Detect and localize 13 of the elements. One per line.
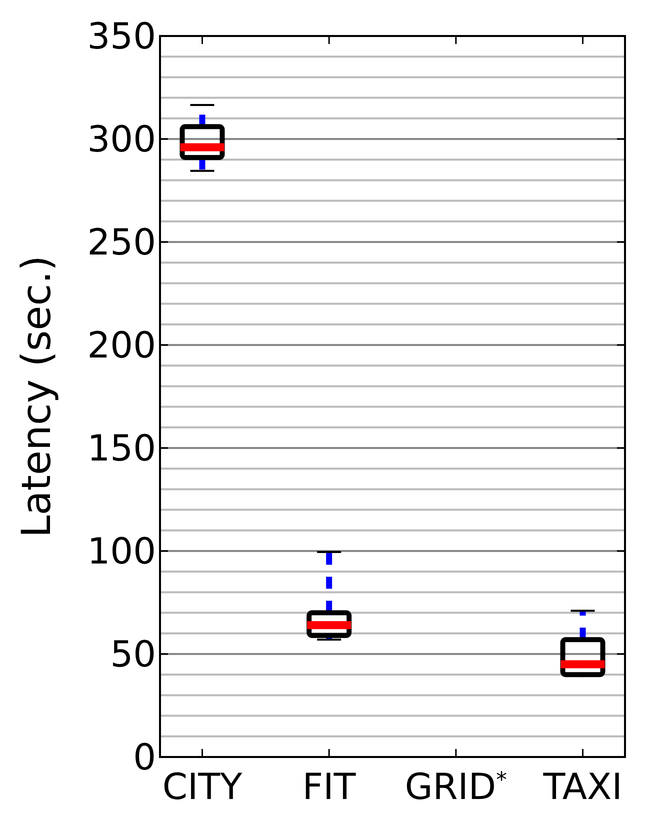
y-tick-label: 200 <box>87 326 156 367</box>
y-tick-label: 0 <box>133 738 156 779</box>
y-tick-label: 150 <box>87 428 156 470</box>
x-tick-label: GRID$^{*}$ <box>404 767 508 808</box>
x-tick-label: TAXI <box>542 767 622 808</box>
x-tick-label: FIT <box>302 767 357 808</box>
y-tick-label: 300 <box>87 120 156 161</box>
y-tick-label: 50 <box>110 634 156 676</box>
x-tick-label: CITY <box>162 767 244 808</box>
y-tick-label: 100 <box>87 532 156 573</box>
y-axis-title: Latency (sec.) <box>14 255 60 538</box>
y-tick-label: 350 <box>87 16 156 58</box>
y-tick-label: 250 <box>87 222 156 264</box>
